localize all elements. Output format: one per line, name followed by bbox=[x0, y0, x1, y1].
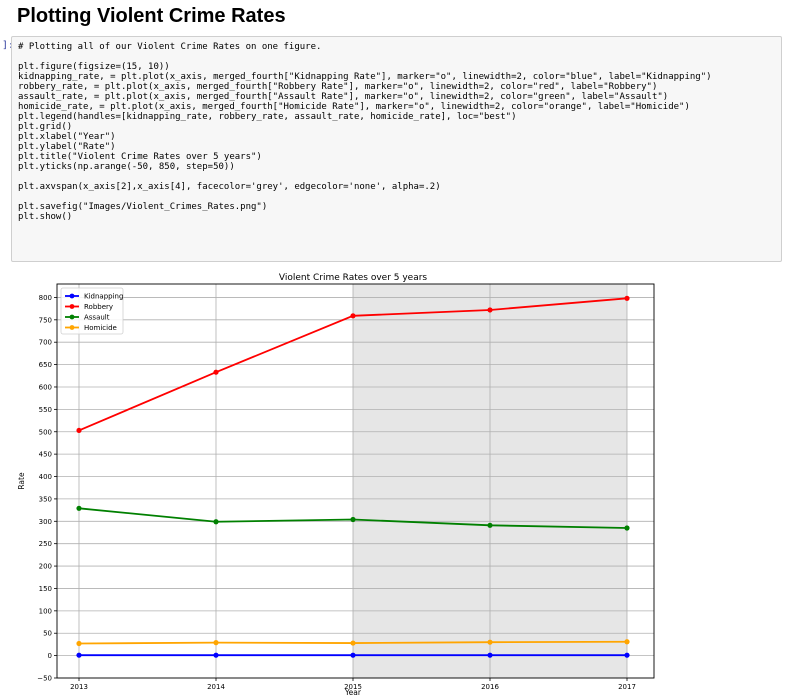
legend-marker bbox=[69, 293, 75, 299]
data-point bbox=[76, 427, 82, 434]
code-line bbox=[18, 172, 775, 182]
data-point bbox=[350, 516, 356, 523]
data-point bbox=[487, 639, 493, 645]
data-point bbox=[350, 652, 356, 658]
y-tick-label: 0 bbox=[48, 652, 52, 660]
series-robbery bbox=[76, 295, 630, 434]
y-tick-label: 800 bbox=[39, 294, 52, 302]
x-tick-label: 2013 bbox=[70, 683, 88, 691]
code-line: plt.grid() bbox=[18, 122, 73, 132]
code-line: homicide_rate, = plt.plot(x_axis, merged… bbox=[18, 102, 690, 112]
legend-marker bbox=[69, 304, 75, 309]
code-line: plt.yticks(np.arange(-50, 850, step=50)) bbox=[18, 162, 235, 172]
data-point bbox=[213, 519, 219, 525]
code-line: plt.title("Violent Crime Rates over 5 ye… bbox=[18, 152, 262, 162]
code-line: plt.savefig("Images/Violent_Crimes_Rates… bbox=[18, 202, 268, 212]
y-axis-label: Rate bbox=[17, 472, 26, 490]
y-tick-label: 450 bbox=[39, 451, 52, 459]
code-line: plt.xlabel("Year") bbox=[18, 132, 116, 142]
legend-label: Robbery bbox=[84, 303, 113, 311]
data-point bbox=[76, 505, 82, 511]
y-tick-label: 100 bbox=[39, 607, 52, 615]
legend-label: Assault bbox=[84, 314, 110, 322]
code-editor[interactable]: # Plotting all of our Violent Crime Rate… bbox=[12, 37, 781, 227]
code-line: plt.figure(figsize=(15, 10)) bbox=[18, 62, 170, 72]
x-axis-label: Year bbox=[344, 688, 362, 697]
x-tick-label: 2017 bbox=[618, 683, 636, 691]
line-chart: −50 0 50 100 150 200 250 300 350 400 450 500 550 600 6… bbox=[17, 273, 655, 697]
y-tick-label: 200 bbox=[39, 563, 52, 571]
y-tick-label: 50 bbox=[43, 630, 52, 638]
data-point bbox=[213, 640, 219, 646]
chart-output: −50 0 50 100 150 200 250 300 350 400 450 500 550 600 6… bbox=[0, 266, 791, 700]
legend-label: Homicide bbox=[84, 324, 117, 332]
code-line: plt.ylabel("Rate") bbox=[18, 142, 116, 152]
data-point bbox=[624, 639, 630, 645]
chart-title: Violent Crime Rates over 5 years bbox=[279, 273, 428, 283]
data-point bbox=[487, 307, 493, 313]
code-line: robbery_rate, = plt.plot(x_axis, merged_… bbox=[18, 82, 658, 92]
code-line: assault_rate, = plt.plot(x_axis, merged_… bbox=[18, 92, 669, 102]
code-line bbox=[18, 52, 775, 62]
code-line: # Plotting all of our Violent Crime Rate… bbox=[18, 42, 322, 52]
data-point bbox=[624, 652, 630, 658]
y-tick-label: 550 bbox=[39, 406, 52, 414]
legend-box bbox=[60, 287, 124, 335]
x-tick-label: 2015 bbox=[344, 683, 362, 691]
y-tick-label: 650 bbox=[39, 361, 52, 369]
data-point bbox=[350, 313, 356, 319]
y-tick-label: 750 bbox=[39, 316, 52, 324]
data-point bbox=[624, 525, 630, 531]
data-point bbox=[487, 652, 493, 658]
legend-label: Kidnapping bbox=[84, 293, 123, 301]
section-heading: Plotting Violent Crime Rates bbox=[17, 5, 286, 27]
code-line: kidnapping_rate, = plt.plot(x_axis, merg… bbox=[18, 72, 712, 82]
axes-frame bbox=[56, 283, 655, 679]
data-point bbox=[624, 295, 630, 301]
plot-area: −50 0 50 100 150 200 250 300 350 400 450 500 550 600 6… bbox=[37, 284, 654, 691]
x-tick-label: 2014 bbox=[207, 683, 225, 691]
data-point bbox=[76, 652, 82, 658]
data-point bbox=[487, 522, 493, 528]
code-line: plt.show() bbox=[18, 212, 73, 222]
series-kidnapping bbox=[76, 652, 630, 658]
y-tick-label: 700 bbox=[39, 339, 52, 347]
y-tick-label: 500 bbox=[39, 428, 52, 436]
plot-background bbox=[57, 284, 654, 678]
data-point bbox=[213, 652, 219, 658]
code-line bbox=[18, 192, 775, 202]
y-tick-label: −50 bbox=[37, 675, 52, 683]
y-tick-label: 600 bbox=[39, 383, 52, 391]
series-homicide bbox=[76, 639, 630, 647]
code-line: plt.axvspan(x_axis[2],x_axis[4], facecol… bbox=[18, 182, 441, 192]
y-tick-label: 300 bbox=[39, 518, 52, 526]
series-assault bbox=[76, 505, 630, 531]
y-tick-label: 350 bbox=[39, 495, 52, 503]
cell-prompt: ]: bbox=[2, 40, 15, 51]
data-point bbox=[213, 369, 219, 375]
chart-legend: Kidnapping Robbery Assault Homicide bbox=[60, 287, 124, 335]
x-tick-label: 2016 bbox=[481, 683, 499, 691]
data-point bbox=[76, 640, 82, 647]
legend-marker bbox=[69, 314, 75, 320]
y-tick-label: 250 bbox=[39, 540, 52, 548]
y-tick-label: 150 bbox=[39, 585, 52, 593]
y-tick-label: 400 bbox=[39, 473, 52, 481]
data-point bbox=[350, 640, 356, 646]
legend-marker bbox=[69, 325, 75, 330]
code-cell[interactable]: # Plotting all of our Violent Crime Rate… bbox=[11, 36, 782, 262]
code-line: plt.legend(handles=[kidnapping_rate, rob… bbox=[18, 112, 517, 122]
